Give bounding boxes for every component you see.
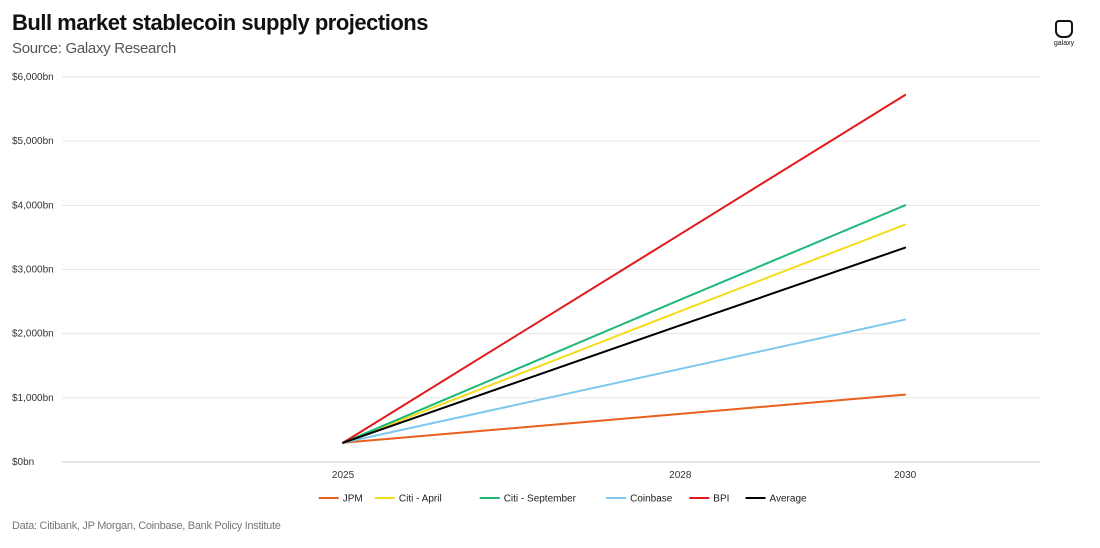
legend-label-citi-september: Citi - September — [504, 494, 577, 505]
series-line-average — [342, 246, 907, 444]
x-tick-label: 2028 — [669, 470, 692, 481]
galaxy-logo-icon — [1055, 20, 1073, 38]
y-tick-label: $6,000bn — [12, 72, 54, 83]
y-tick-label: $1,000bn — [12, 393, 54, 404]
legend-label-citi-april: Citi - April — [399, 494, 442, 505]
legend-label-average: Average — [770, 494, 808, 505]
series-line-citi-april — [342, 223, 907, 444]
galaxy-logo-text: galaxy — [1053, 40, 1075, 47]
y-tick-label: $5,000bn — [12, 136, 54, 147]
series-line-citi-september — [342, 204, 907, 444]
series-line-bpi — [342, 93, 907, 444]
series-lines — [342, 93, 907, 444]
chart-subtitle: Source: Galaxy Research — [12, 40, 177, 57]
y-axis-ticks: $0bn $1,000bn $2,000bn $3,000bn $4,000bn $5,0… — [12, 72, 54, 468]
y-tick-label: $2,000bn — [12, 329, 54, 340]
legend: JPM Citi - April Citi - September Coinbase B… — [318, 494, 808, 505]
y-tick-label: $4,000bn — [12, 200, 54, 211]
series-line-coinbase — [342, 318, 907, 444]
y-tick-label: $0bn — [12, 457, 34, 468]
gridlines — [62, 76, 1040, 463]
x-axis-ticks: 2025 2028 2030 — [332, 470, 917, 481]
legend-label-coinbase: Coinbase — [630, 494, 673, 505]
chart-title: Bull market stablecoin supply projection… — [12, 10, 428, 35]
x-tick-label: 2025 — [332, 470, 355, 481]
legend-label-jpm: JPM — [343, 494, 363, 505]
legend-label-bpi: BPI — [713, 494, 729, 505]
y-tick-label: $3,000bn — [12, 265, 54, 276]
series-line-jpm — [342, 393, 907, 444]
galaxy-logo: galaxy — [1047, 16, 1081, 47]
x-tick-label: 2030 — [894, 470, 917, 481]
data-source-note: Data: Citibank, JP Morgan, Coinbase, Ban… — [12, 520, 281, 532]
